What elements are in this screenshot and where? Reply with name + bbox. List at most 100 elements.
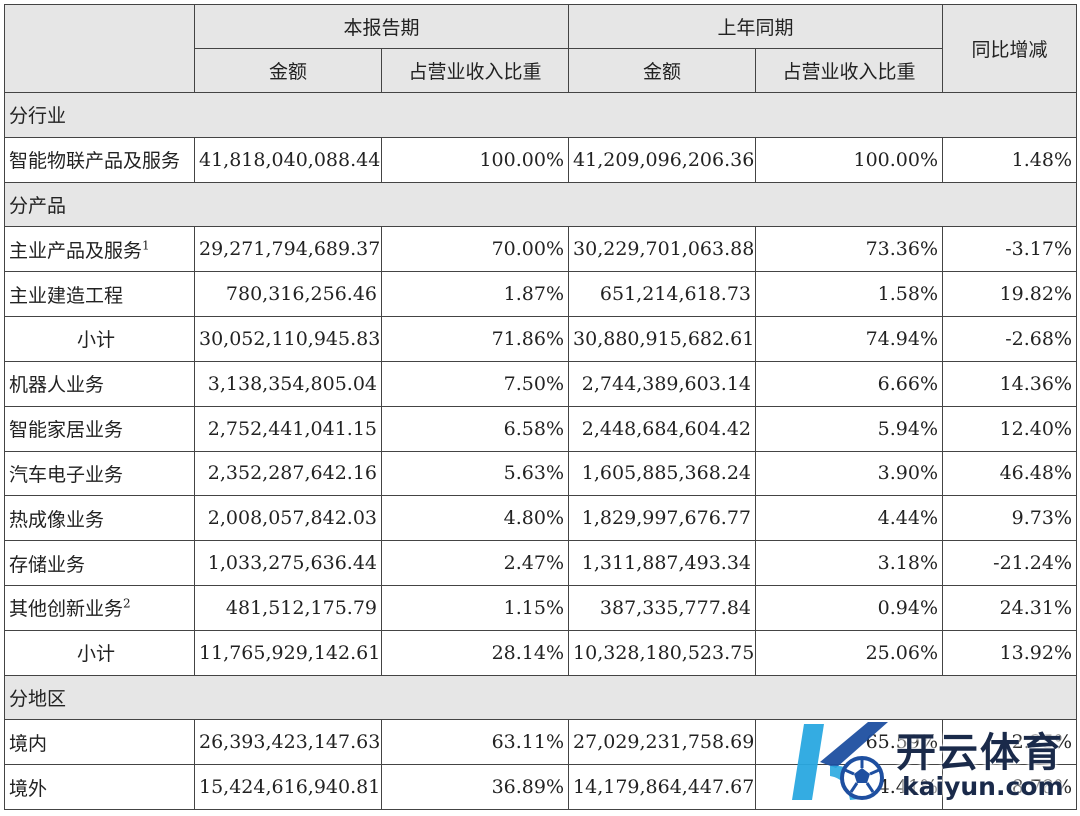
prior-share-cell: 34.41% <box>755 764 944 810</box>
prior-share-cell: 65.59% <box>755 719 944 766</box>
current-share-cell: 28.14% <box>380 629 570 676</box>
current-amount-cell: 11,765,929,142.61 <box>194 629 382 676</box>
prior-amount-cell: 41,209,096,206.36 <box>568 136 757 183</box>
row-label-cell: 智能物联产品及服务 <box>4 136 195 183</box>
table-row: 存储业务 1,033,275,636.44 2.47% 1,311,887,493.3… <box>4 540 1078 586</box>
prior-share-cell: 6.66% <box>755 360 944 407</box>
section-row: 分地区 <box>3 674 1078 721</box>
table-row: 汽车电子业务 2,352,287,642.16 5.63% 1,605,885,368… <box>4 450 1078 497</box>
row-label: 机器人业务 <box>9 374 105 397</box>
table-row: 境内 26,393,423,147.63 63.11% 27,029,231,758.… <box>4 719 1078 766</box>
yoy-change-cell: -3.17% <box>942 226 1078 273</box>
yoy-change-cell: 19.82% <box>942 271 1078 318</box>
prior-amount-cell: 10,328,180,523.75 <box>568 629 757 676</box>
table-row: 主业建造工程 780,316,256.46 1.87% 651,214,618.73 1… <box>4 271 1078 318</box>
prior-share-cell: 5.94% <box>755 405 944 452</box>
prior-share-cell: 74.94% <box>755 316 944 362</box>
footnote-marker: 1 <box>142 238 150 253</box>
row-label: 存储业务 <box>9 553 86 576</box>
current-share-cell: 1.87% <box>380 271 570 318</box>
header-prior-period: 上年同期 <box>568 4 944 49</box>
section-title: 分产品 <box>3 181 1078 228</box>
row-label-cell: 热成像业务 <box>4 495 195 542</box>
header-yoy: 同比增减 <box>942 4 1078 93</box>
prior-amount-cell: 1,605,885,368.24 <box>568 450 757 497</box>
current-share-cell: 4.80% <box>380 495 570 542</box>
header-current-share: 占营业收入比重 <box>380 48 570 93</box>
current-amount-cell: 29,271,794,689.37 <box>194 226 382 273</box>
table-header: 本报告期 上年同期 同比增减 金额 占营业收入比重 金额 占营业收入比重 <box>4 4 1078 93</box>
current-amount-cell: 780,316,256.46 <box>194 271 382 318</box>
revenue-breakdown-table: 本报告期 上年同期 同比增减 金额 占营业收入比重 金额 占营业收入比重 分行业… <box>3 4 1078 810</box>
section-title: 分地区 <box>3 674 1078 721</box>
table-row: 智能物联产品及服务 41,818,040,088.44 100.00% 41,209,… <box>4 136 1078 183</box>
row-label-cell: 境内 <box>4 719 195 766</box>
current-amount-cell: 3,138,354,805.04 <box>194 360 382 407</box>
current-amount-cell: 2,352,287,642.16 <box>194 450 382 497</box>
prior-share-cell: 3.90% <box>755 450 944 497</box>
yoy-change-cell: 12.40% <box>942 405 1078 452</box>
table-row: 小计 11,765,929,142.61 28.14% 10,328,180,523.… <box>4 629 1078 676</box>
current-share-cell: 2.47% <box>380 540 570 586</box>
row-label-cell: 主业产品及服务1 <box>4 226 195 273</box>
section-row: 分行业 <box>3 92 1078 138</box>
current-share-cell: 7.50% <box>380 360 570 407</box>
prior-amount-cell: 1,829,997,676.77 <box>568 495 757 542</box>
table-row: 机器人业务 3,138,354,805.04 7.50% 2,744,389,603.… <box>4 360 1078 407</box>
row-label: 智能家居业务 <box>9 419 124 442</box>
yoy-change-cell: 13.92% <box>942 629 1078 676</box>
yoy-change-cell: -21.24% <box>942 540 1078 586</box>
prior-share-cell: 25.06% <box>755 629 944 676</box>
current-share-cell: 36.89% <box>380 764 570 810</box>
table-body: 分行业 智能物联产品及服务 41,818,040,088.44 100.00% 41,2… <box>3 92 1078 810</box>
current-amount-cell: 15,424,616,940.81 <box>194 764 382 810</box>
row-label: 小计 <box>77 643 116 666</box>
current-amount-cell: 26,393,423,147.63 <box>194 719 382 766</box>
yoy-change-cell: 1.48% <box>942 136 1078 183</box>
row-label-cell: 其他创新业务2 <box>4 584 195 631</box>
table-row: 热成像业务 2,008,057,842.03 4.80% 1,829,997,676.… <box>4 495 1078 542</box>
yoy-change-cell: 14.36% <box>942 360 1078 407</box>
yoy-change-cell: -2.68% <box>942 316 1078 362</box>
prior-amount-cell: 2,744,389,603.14 <box>568 360 757 407</box>
prior-share-cell: 1.58% <box>755 271 944 318</box>
prior-amount-cell: 387,335,777.84 <box>568 584 757 631</box>
yoy-change-cell: -2.35% <box>942 719 1078 766</box>
header-prior-amount: 金额 <box>568 48 757 93</box>
current-share-cell: 1.15% <box>380 584 570 631</box>
prior-share-cell: 3.18% <box>755 540 944 586</box>
prior-share-cell: 0.94% <box>755 584 944 631</box>
row-label: 汽车电子业务 <box>9 463 124 486</box>
row-label-cell: 境外 <box>4 764 195 810</box>
row-label: 热成像业务 <box>9 508 105 531</box>
current-share-cell: 63.11% <box>380 719 570 766</box>
prior-share-cell: 73.36% <box>755 226 944 273</box>
yoy-change-cell: 8.78% <box>942 764 1078 810</box>
header-current-period: 本报告期 <box>193 4 570 49</box>
table-row: 智能家居业务 2,752,441,041.15 6.58% 2,448,684,604… <box>4 405 1078 452</box>
current-share-cell: 5.63% <box>380 450 570 497</box>
section-title: 分行业 <box>3 92 1078 138</box>
row-label-cell: 汽车电子业务 <box>4 450 195 497</box>
row-label: 境外 <box>9 777 48 800</box>
yoy-change-cell: 24.31% <box>942 584 1078 631</box>
row-label: 境内 <box>9 732 48 755</box>
row-label: 主业建造工程 <box>9 284 124 307</box>
current-amount-cell: 2,008,057,842.03 <box>194 495 382 542</box>
row-label-cell: 小计 <box>4 629 195 676</box>
row-label: 小计 <box>77 329 116 352</box>
prior-amount-cell: 651,214,618.73 <box>568 271 757 318</box>
row-label: 主业产品及服务 <box>9 239 143 262</box>
row-label-cell: 小计 <box>4 316 195 362</box>
table-row: 其他创新业务2 481,512,175.79 1.15% 387,335,777.84… <box>4 584 1078 631</box>
prior-amount-cell: 1,311,887,493.34 <box>568 540 757 586</box>
row-label: 其他创新业务 <box>9 598 124 621</box>
current-amount-cell: 30,052,110,945.83 <box>194 316 382 362</box>
current-amount-cell: 481,512,175.79 <box>194 584 382 631</box>
yoy-change-cell: 46.48% <box>942 450 1078 497</box>
table-row: 境外 15,424,616,940.81 36.89% 14,179,864,447.… <box>4 764 1078 810</box>
prior-amount-cell: 30,229,701,063.88 <box>568 226 757 273</box>
prior-share-cell: 100.00% <box>755 136 944 183</box>
prior-amount-cell: 27,029,231,758.69 <box>568 719 757 766</box>
current-share-cell: 71.86% <box>380 316 570 362</box>
